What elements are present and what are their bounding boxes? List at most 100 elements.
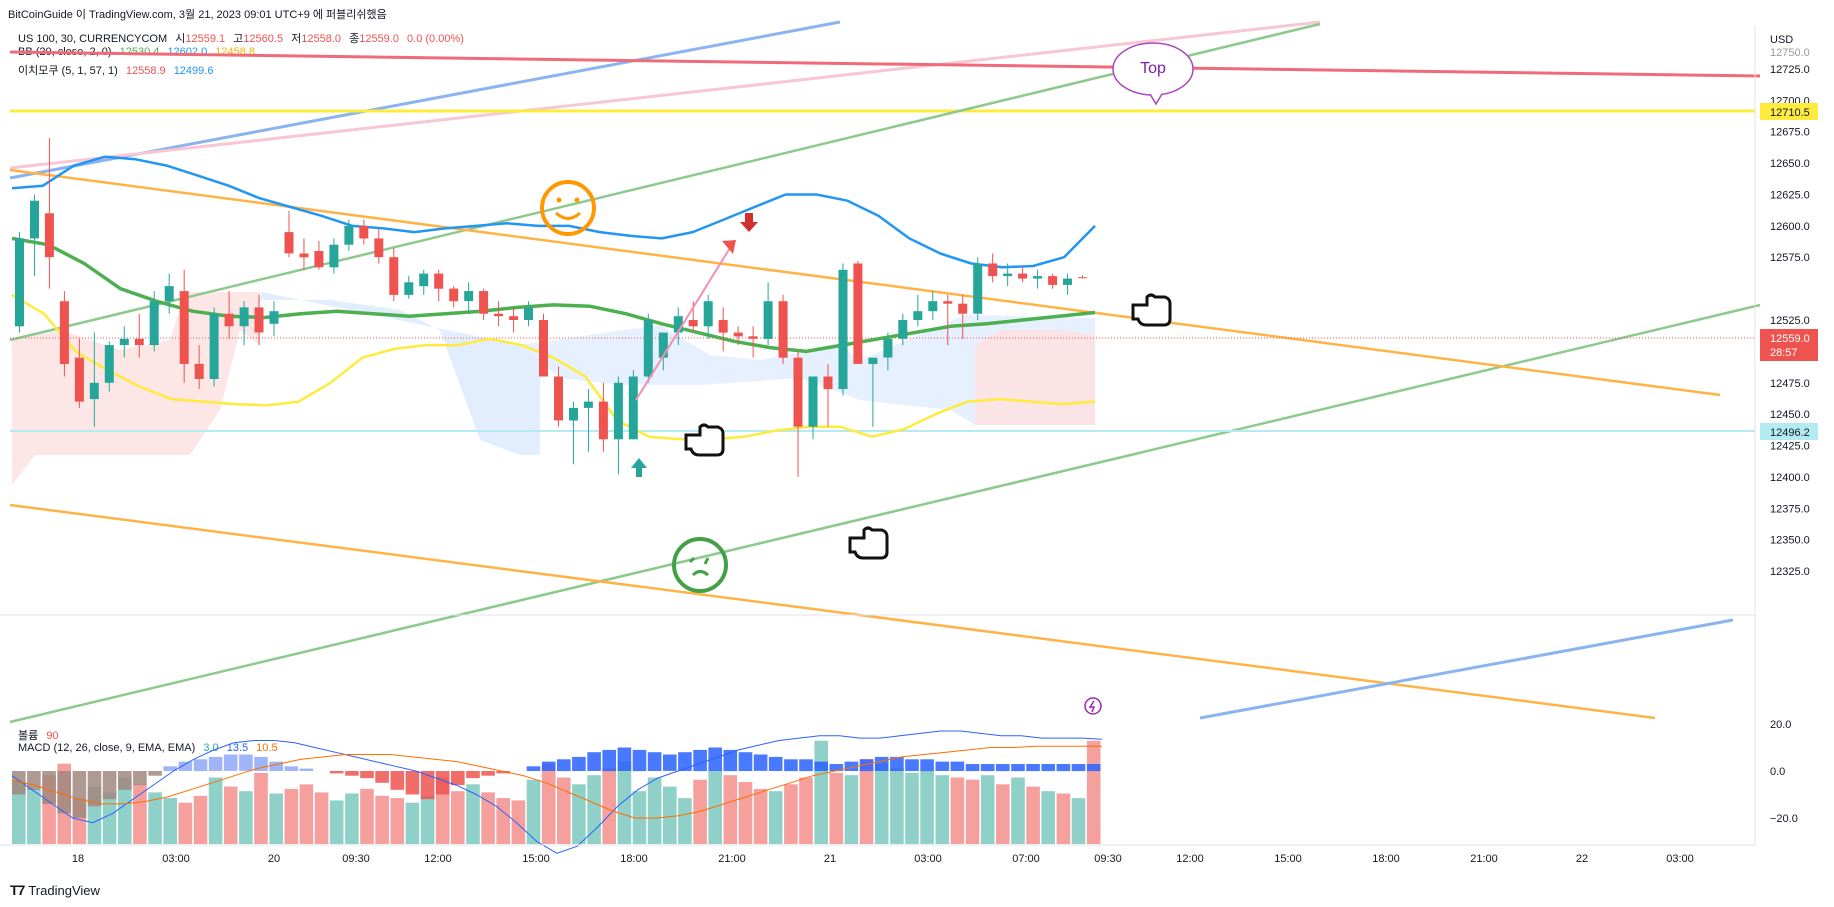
volume-bar	[557, 777, 571, 844]
candle-body	[628, 376, 638, 440]
legend-close-label: 종	[349, 33, 360, 45]
publish-header: BitCoinGuide 이 TradingView.com, 3월 21, 2…	[8, 9, 387, 21]
candle-body	[868, 357, 878, 364]
blue-trendline-lower	[1199, 618, 1734, 720]
price-tag-yellow-bg	[1760, 103, 1818, 120]
macd-hist-bar	[844, 761, 859, 771]
candle-body	[898, 320, 908, 339]
price-tick: 12450.0	[1770, 409, 1810, 421]
candle-body	[59, 301, 69, 364]
volume-bar	[133, 784, 147, 844]
volume-bar	[239, 791, 253, 844]
candle-body	[194, 363, 204, 379]
volume-bar	[799, 777, 813, 844]
time-tick: 21:00	[1470, 853, 1498, 865]
macd-line	[11, 730, 1103, 854]
candle-body	[823, 376, 833, 390]
macd-hist-bar	[57, 771, 71, 814]
candle-body	[389, 257, 399, 295]
cloud-blue-1	[240, 292, 540, 455]
legend-open-value: 12559.1	[185, 33, 226, 45]
macd-hist-bar	[980, 764, 995, 772]
projection-arrow-line	[635, 242, 734, 401]
time-tick: 09:30	[342, 853, 370, 865]
volume-bar	[1011, 777, 1025, 844]
time-tick: 12:00	[424, 853, 452, 865]
time-tick: 12:00	[1176, 853, 1204, 865]
lightning-bolt	[1088, 700, 1096, 713]
candle-body	[15, 238, 24, 327]
legend-volume-label[interactable]: 볼륨	[18, 730, 39, 742]
macd-hist-bar	[193, 759, 208, 772]
time-tick: 18	[72, 853, 84, 865]
price-tag-yellow: 12710.5	[1770, 107, 1810, 119]
candle-body	[524, 307, 533, 320]
legend-volume-row: 볼륨 90	[18, 727, 64, 743]
volume-bar	[345, 793, 359, 844]
candle-body	[224, 313, 234, 327]
smiley-eye-right	[574, 197, 580, 203]
candle-body	[733, 332, 743, 337]
legend-high-value: 12560.5	[243, 33, 284, 45]
candle-body	[583, 401, 593, 408]
macd-hist-bar	[12, 771, 26, 795]
macd-hist-bar	[541, 761, 556, 771]
tradingview-brand-label: TradingView	[28, 882, 100, 898]
candle-body	[808, 376, 818, 427]
macd-hist-bar	[617, 747, 632, 771]
macd-hist-bar	[360, 771, 374, 779]
macd-signal-line	[11, 745, 1102, 819]
chart-canvas[interactable]: Top USD12750.012725.012700.012675.012650…	[0, 0, 1834, 880]
legend-ichimoku-label[interactable]: 이치모쿠 (5, 1, 57, 1)	[18, 65, 118, 77]
macd-hist-bar	[678, 752, 692, 771]
legend-macd-label[interactable]: MACD (12, 26, close, 9, EMA, EMA)	[18, 742, 196, 754]
macd-hist-bar	[329, 771, 344, 774]
price-tick: 12675.0	[1770, 127, 1810, 139]
legend-symbol[interactable]: US 100, 30, CURRENCYCOM	[18, 33, 168, 45]
red-resistance-line	[9, 50, 1761, 78]
macd-hist-bar	[405, 771, 420, 795]
candle-body	[1063, 278, 1072, 285]
macd-hist-bar	[738, 752, 753, 771]
legend-open-label: 시	[175, 33, 186, 45]
candle-body	[284, 232, 294, 254]
candle-body	[793, 357, 803, 427]
candle-body	[913, 311, 923, 320]
macd-hist-bar	[526, 766, 541, 771]
volume-bar	[269, 793, 283, 844]
candle-body	[1033, 276, 1043, 279]
volume-bar	[844, 775, 859, 844]
volume-bar	[541, 763, 556, 844]
macd-hist-bar	[920, 759, 934, 772]
volume-bar	[511, 800, 526, 844]
macd-hist-bar	[178, 761, 193, 771]
volume-bar	[965, 779, 980, 844]
macd-hist-bar	[829, 764, 844, 772]
time-tick: 22	[1576, 853, 1588, 865]
volume-bar	[602, 768, 616, 844]
time-tick: 15:00	[522, 853, 550, 865]
volume-bar	[617, 761, 632, 844]
volume-bar	[829, 772, 844, 844]
volume-bar	[678, 798, 692, 844]
volume-bar	[451, 791, 465, 844]
down-arrow-icon	[740, 213, 758, 232]
macd-hist-bar	[799, 759, 813, 772]
volume-bar	[920, 770, 934, 844]
volume-bar	[753, 788, 768, 844]
macd-hist-bar	[208, 756, 223, 771]
lightning-icon	[1084, 697, 1102, 715]
candle-body	[374, 238, 384, 258]
legend-macd-hist: 3.0	[203, 742, 219, 754]
volume-bar	[1071, 798, 1086, 844]
macd-hist-bar	[118, 771, 132, 790]
legend-ichimoku-row: 이치모쿠 (5, 1, 57, 1) 12558.9 12499.6	[18, 62, 218, 78]
macd-hist-bar	[632, 749, 647, 772]
volume-bar	[208, 777, 223, 844]
macd-hist-bar	[950, 761, 965, 771]
volume-bar	[526, 779, 541, 844]
time-tick: 03:00	[162, 853, 190, 865]
macd-hist-bar	[87, 771, 102, 807]
price-tag-current: 12559.0	[1770, 333, 1810, 345]
tradingview-brand[interactable]: T7 TradingView	[10, 882, 100, 898]
